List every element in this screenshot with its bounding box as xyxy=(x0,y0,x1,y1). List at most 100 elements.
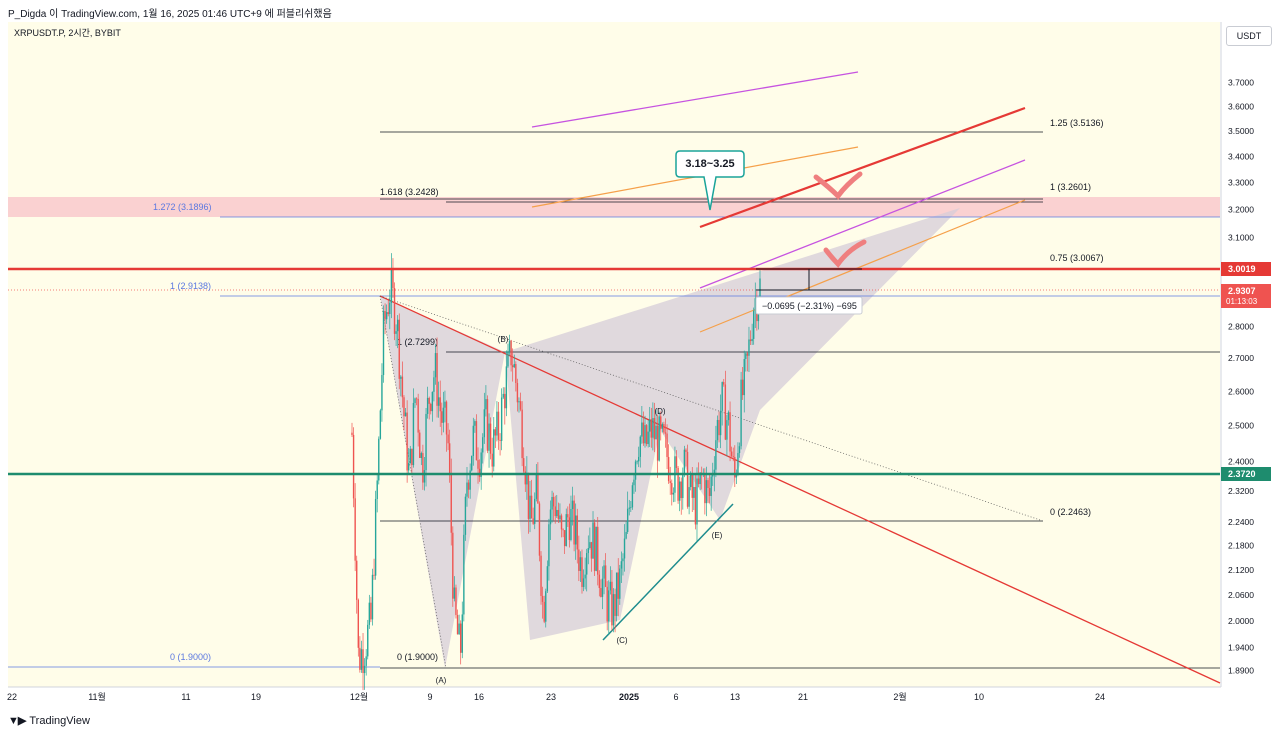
candle-body xyxy=(447,434,449,444)
candle-body xyxy=(612,594,615,626)
candle-body xyxy=(357,599,360,648)
candle-body xyxy=(729,412,731,452)
x-tick-label: 12월 xyxy=(350,691,368,702)
candle-body xyxy=(653,418,656,440)
candle-body xyxy=(619,568,621,599)
candle-body xyxy=(633,479,635,486)
candle-body xyxy=(652,418,654,438)
candle-body xyxy=(647,431,649,445)
candle-body xyxy=(741,379,744,396)
candle-body xyxy=(671,483,673,495)
wave-label-b: (B) xyxy=(498,335,509,344)
y-tick-label: 2.5000 xyxy=(1228,421,1254,431)
candle-body xyxy=(368,602,371,625)
candle-body xyxy=(535,474,538,499)
x-axis-ticks[interactable]: 22 11월 11 19 12월 9 16 23 2025 6 13 21 2월 10 24 xyxy=(7,691,1105,702)
candle-body xyxy=(471,455,473,471)
y-tick-label: 2.0000 xyxy=(1228,616,1254,626)
candle-body xyxy=(649,419,651,432)
candle-body xyxy=(455,587,457,616)
candle-body xyxy=(752,310,755,339)
candle-body xyxy=(511,365,514,368)
x-tick-label: 9 xyxy=(427,692,432,702)
wave-label-c: (C) xyxy=(616,636,627,645)
candle-body xyxy=(412,402,415,466)
candle-body xyxy=(568,517,571,540)
x-tick-label: 19 xyxy=(251,692,261,702)
wave-label-a: (A) xyxy=(436,676,447,685)
fib-label-0-right: 0 (2.2463) xyxy=(1050,507,1091,517)
currency-button[interactable]: USDT xyxy=(1226,26,1272,46)
candle-body xyxy=(415,398,418,400)
candle-body xyxy=(734,456,736,478)
candle-body xyxy=(430,403,432,412)
x-tick-label: 10 xyxy=(974,692,984,702)
candle-body xyxy=(609,581,612,591)
candle-body xyxy=(371,574,374,620)
candle-body xyxy=(713,469,716,476)
candle-body xyxy=(519,401,522,410)
x-tick-label: 11 xyxy=(181,692,190,702)
y-tick-label: 2.3200 xyxy=(1228,486,1254,496)
candle-body xyxy=(488,423,490,451)
price-tag-current-bg xyxy=(1221,284,1271,308)
x-tick-label: 24 xyxy=(1095,692,1105,702)
candle-body xyxy=(491,453,493,467)
candle-body xyxy=(523,458,525,472)
price-tag-support: 2.3720 xyxy=(1228,469,1256,479)
candle-body xyxy=(423,470,426,483)
candle-body xyxy=(655,425,657,440)
tradingview-logo-icon: ▼▶ xyxy=(8,715,26,727)
candle-body xyxy=(718,419,720,436)
candle-body xyxy=(373,574,375,576)
candle-body xyxy=(724,384,727,440)
candle-body xyxy=(661,424,664,429)
y-tick-label: 2.8000 xyxy=(1228,321,1254,331)
candle-body xyxy=(645,425,648,445)
candle-body xyxy=(606,586,608,622)
tradingview-brand[interactable]: ▼▶ TradingView xyxy=(8,714,90,728)
candle-body xyxy=(445,401,448,435)
fib-label-1618: 1.618 (3.2428) xyxy=(380,187,439,197)
candle-body xyxy=(726,420,728,440)
candle-body xyxy=(404,412,407,417)
candle-body xyxy=(691,474,693,498)
y-tick-label: 2.1800 xyxy=(1228,541,1254,551)
candle-body xyxy=(417,398,419,433)
candle-body xyxy=(433,377,435,392)
x-tick-label: 6 xyxy=(673,692,678,702)
candle-body xyxy=(400,376,402,379)
candle-body xyxy=(441,411,443,423)
candle-body xyxy=(576,515,578,550)
candle-body xyxy=(707,480,709,489)
price-scale[interactable] xyxy=(1221,22,1280,687)
candle-body xyxy=(494,429,497,436)
x-tick-label: 16 xyxy=(474,692,484,702)
candle-body xyxy=(688,487,690,507)
candle-body xyxy=(696,478,698,525)
fib-label-1-mid: 1 (2.7299) xyxy=(397,337,438,347)
symbol-info: XRPUSDT.P, 2시간, BYBIT xyxy=(14,28,121,38)
candle-body xyxy=(540,555,542,596)
candle-body xyxy=(672,492,675,495)
candle-body xyxy=(426,397,429,414)
candle-body xyxy=(422,453,424,483)
candle-body xyxy=(601,578,604,597)
candle-body xyxy=(436,353,438,406)
candle-body xyxy=(581,557,583,587)
candle-body xyxy=(409,448,411,464)
candle-body xyxy=(560,515,563,530)
price-tag-countdown: 01:13:03 xyxy=(1226,297,1258,306)
candle-body xyxy=(748,339,750,356)
candle-body xyxy=(735,473,738,478)
candle-body xyxy=(389,302,391,315)
candle-body xyxy=(496,411,498,436)
fib-label-075: 0.75 (3.0067) xyxy=(1050,253,1104,263)
candle-body xyxy=(367,624,369,657)
candle-body xyxy=(354,498,356,561)
candle-body xyxy=(723,382,725,385)
x-tick-label: 23 xyxy=(546,692,556,702)
candle-body xyxy=(623,538,626,559)
candle-body xyxy=(573,500,575,545)
